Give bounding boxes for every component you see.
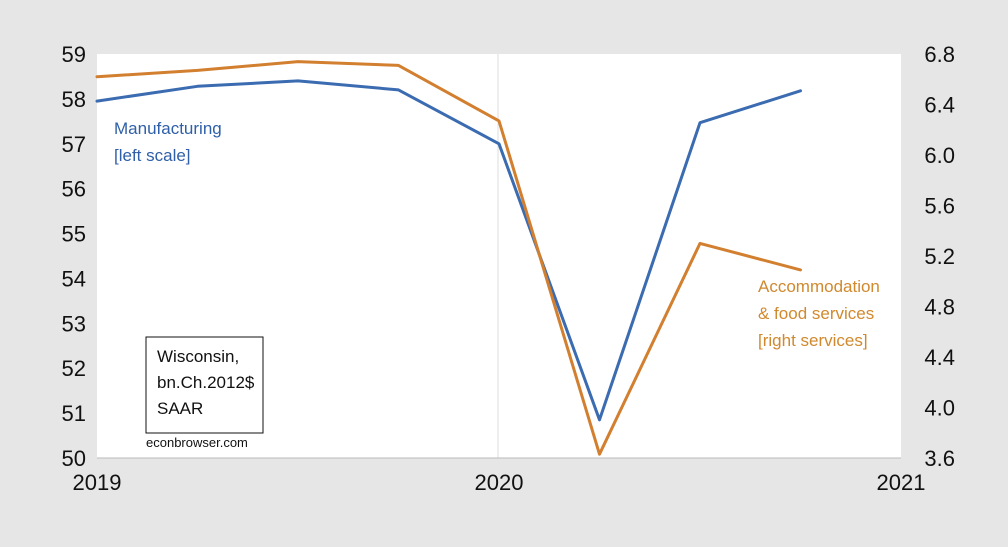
left-axis-ticks: 50 51 52 53 54 55 56 57 58 59 bbox=[62, 42, 86, 471]
right-tick-label: 5.2 bbox=[924, 244, 955, 269]
left-tick-label: 56 bbox=[62, 177, 86, 202]
left-tick-label: 50 bbox=[62, 446, 86, 471]
x-tick-label: 2021 bbox=[877, 470, 926, 495]
x-axis-ticks: 2019 2020 2021 bbox=[73, 470, 926, 495]
right-tick-label: 4.8 bbox=[924, 295, 955, 320]
left-tick-label: 54 bbox=[62, 266, 86, 291]
left-tick-label: 52 bbox=[62, 356, 86, 381]
left-tick-label: 57 bbox=[62, 132, 86, 157]
manufacturing-label-line: Manufacturing bbox=[114, 119, 222, 138]
left-tick-label: 59 bbox=[62, 42, 86, 67]
annotation-box: Wisconsin, bn.Ch.2012$ SAAR bbox=[145, 336, 264, 434]
right-tick-label: 6.8 bbox=[924, 42, 955, 67]
accommodation-line bbox=[95, 60, 802, 456]
right-tick-label: 3.6 bbox=[924, 446, 955, 471]
annotation-line: Wisconsin, bbox=[157, 347, 239, 366]
x-tick-label: 2020 bbox=[475, 470, 524, 495]
left-tick-label: 51 bbox=[62, 401, 86, 426]
manufacturing-label: Manufacturing [left scale] bbox=[114, 119, 226, 165]
manufacturing-line bbox=[95, 79, 802, 422]
accommodation-label-line: [right services] bbox=[758, 331, 868, 350]
right-tick-label: 4.4 bbox=[924, 345, 955, 370]
accommodation-label-line: Accommodation bbox=[758, 277, 880, 296]
right-axis-ticks: 3.6 4.0 4.4 4.8 5.2 5.6 6.0 6.4 6.8 bbox=[924, 42, 955, 471]
left-tick-label: 53 bbox=[62, 311, 86, 336]
series-layer bbox=[95, 60, 802, 456]
annotation-box-border bbox=[145, 336, 264, 434]
left-tick-label: 55 bbox=[62, 222, 86, 247]
left-tick-label: 58 bbox=[62, 87, 86, 112]
accommodation-label-line: & food services bbox=[758, 304, 874, 323]
right-tick-label: 5.6 bbox=[924, 194, 955, 219]
annotation-box-text: Wisconsin, bn.Ch.2012$ SAAR bbox=[157, 347, 259, 418]
right-tick-label: 6.0 bbox=[924, 143, 955, 168]
credit-text: econbrowser.com bbox=[146, 435, 248, 450]
right-tick-label: 6.4 bbox=[924, 93, 955, 118]
annotation-line: SAAR bbox=[157, 399, 203, 418]
annotation-line: bn.Ch.2012$ bbox=[157, 373, 255, 392]
right-tick-label: 4.0 bbox=[924, 396, 955, 421]
accommodation-label: Accommodation & food services [right ser… bbox=[758, 277, 885, 350]
manufacturing-label-line: [left scale] bbox=[114, 146, 191, 165]
x-tick-label: 2019 bbox=[73, 470, 122, 495]
